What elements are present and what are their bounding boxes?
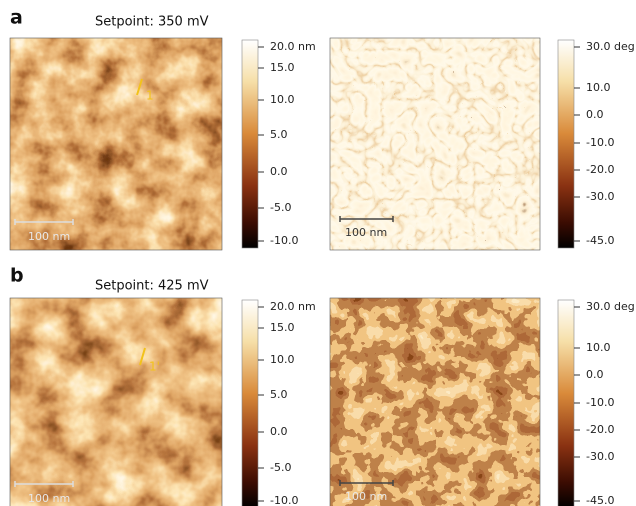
colorbar-tick-label: 10.0 xyxy=(586,341,611,354)
colorbar-tick-label: 30.0 deg xyxy=(586,40,635,53)
colorbar-tick-label: -45.0 xyxy=(586,494,614,506)
height-colorbar xyxy=(242,300,258,506)
phase-colorbar xyxy=(558,40,574,248)
phase-image xyxy=(330,298,540,506)
colorbar-tick-label: -30.0 xyxy=(586,190,614,203)
colorbar-tick-label: -10.0 xyxy=(270,494,298,506)
colorbar-tick-label: 10.0 xyxy=(270,353,295,366)
scale-bar-label: 100 nm xyxy=(28,492,70,505)
colorbar-tick-label: -10.0 xyxy=(270,234,298,247)
colorbar-tick-label: -20.0 xyxy=(586,163,614,176)
colorbar-tick-label: -20.0 xyxy=(586,423,614,436)
colorbar-tick-label: 15.0 xyxy=(270,61,295,74)
colorbar-tick-label: 0.0 xyxy=(270,165,288,178)
height-image xyxy=(10,38,222,250)
colorbar-tick-label: 30.0 deg xyxy=(586,300,635,313)
colorbar-tick-label: 15.0 xyxy=(270,321,295,334)
colorbar-tick-label: 10.0 xyxy=(586,81,611,94)
phase-image xyxy=(330,38,540,250)
phase-colorbar xyxy=(558,300,574,506)
colorbar-tick-label: 0.0 xyxy=(586,108,604,121)
colorbar-tick-label: -10.0 xyxy=(586,136,614,149)
colorbar-tick-label: -45.0 xyxy=(586,234,614,247)
colorbar-tick-label: 0.0 xyxy=(270,425,288,438)
profile-line-label: 1 xyxy=(146,89,154,103)
colorbar-tick-label: 5.0 xyxy=(270,388,288,401)
colorbar-tick-label: -5.0 xyxy=(270,201,291,214)
height-image xyxy=(10,298,222,506)
colorbar-tick-label: 0.0 xyxy=(586,368,604,381)
profile-line-label: 1' xyxy=(149,360,160,374)
setpoint-label: Setpoint: 425 mV xyxy=(95,279,209,294)
scale-bar-label: 100 nm xyxy=(28,230,70,243)
scale-bar-label: 100 nm xyxy=(345,490,387,503)
scale-bar-label: 100 nm xyxy=(345,226,387,239)
setpoint-label: Setpoint: 350 mV xyxy=(95,15,209,30)
colorbar-tick-label: 20.0 nm xyxy=(270,40,316,53)
colorbar-tick-label: -10.0 xyxy=(586,396,614,409)
panel-label: a xyxy=(10,7,23,29)
colorbar-tick-label: 10.0 xyxy=(270,93,295,106)
figure: a Setpoint: 350 mV 1 100 nm 20.0 nm 15.0 10.0 5… xyxy=(0,0,636,506)
colorbar-tick-label: 5.0 xyxy=(270,128,288,141)
height-colorbar xyxy=(242,40,258,248)
colorbar-tick-label: 20.0 nm xyxy=(270,300,316,313)
panel-label: b xyxy=(10,265,24,287)
colorbar-tick-label: -30.0 xyxy=(586,450,614,463)
colorbar-tick-label: -5.0 xyxy=(270,461,291,474)
